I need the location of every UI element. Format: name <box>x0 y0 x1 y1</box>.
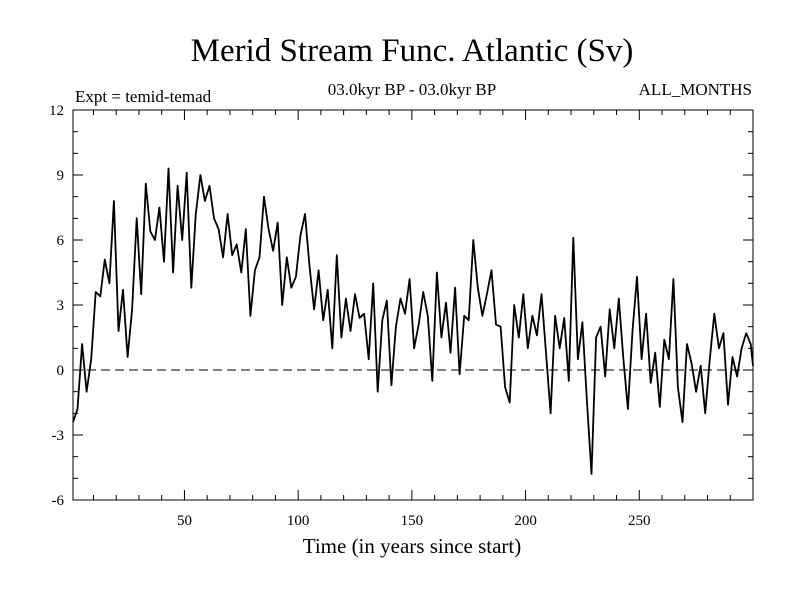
y-tick-label: 6 <box>57 233 65 249</box>
x-tick-label: 250 <box>628 513 651 529</box>
y-tick-label: -6 <box>52 493 65 509</box>
x-tick-label: 150 <box>401 513 424 529</box>
x-tick-label: 50 <box>177 513 192 529</box>
series-line-0 <box>72 167 754 475</box>
period-label: 03.0kyr BP - 03.0kyr BP <box>328 80 496 99</box>
y-tick-label: -3 <box>52 428 65 444</box>
x-tick-label: 200 <box>514 513 537 529</box>
series-layer <box>72 167 754 475</box>
x-axis-label: Time (in years since start) <box>303 534 522 558</box>
plot-frame <box>72 109 754 501</box>
months-label: ALL_MONTHS <box>639 80 752 99</box>
y-tick-label: 12 <box>49 103 64 119</box>
y-tick-label: 9 <box>57 168 65 184</box>
plot-axes: 50 100 150 200 250 -6 -3 0 3 6 9 12 <box>49 103 754 529</box>
chart-title: Merid Stream Func. Atlantic (Sv) <box>191 33 634 69</box>
y-tick-label: 3 <box>57 298 65 314</box>
experiment-label: Expt = temid-temad <box>75 87 212 106</box>
y-tick-label: 0 <box>57 363 65 379</box>
x-tick-label: 100 <box>287 513 310 529</box>
